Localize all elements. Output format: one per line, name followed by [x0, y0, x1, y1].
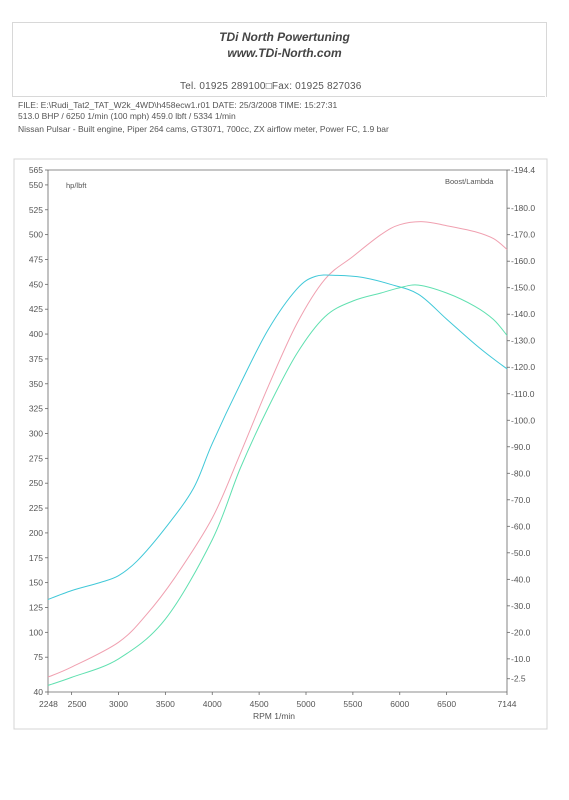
- right-tick-label-10: -90.0: [511, 442, 531, 452]
- x-tick-label-1: 2500: [68, 699, 87, 709]
- right-tick-label-14: -50.0: [511, 548, 531, 558]
- left-tick-label-18: 125: [29, 602, 43, 612]
- series-line-0: [47, 221, 508, 678]
- left-tick-label-0: 565: [29, 165, 43, 175]
- left-tick-label-5: 450: [29, 279, 43, 289]
- right-tick-label-16: -30.0: [511, 601, 531, 611]
- series-line-2: [47, 284, 508, 686]
- right-tick-label-17: -20.0: [511, 627, 531, 637]
- company-website: www.TDi-North.com: [227, 46, 342, 60]
- right-tick-label-12: -70.0: [511, 495, 531, 505]
- x-tick-label-0: 2248: [39, 699, 58, 709]
- x-tick-label-8: 6000: [390, 699, 409, 709]
- x-tick-label-9: 6500: [437, 699, 456, 709]
- x-axis-ticks: 2248 2500 3000 3500 4000 4500 5000 5500 6000 6500…: [39, 692, 517, 709]
- right-tick-label-0: -194.4: [511, 165, 535, 175]
- left-tick-label-20: 75: [34, 652, 44, 662]
- left-tick-label-3: 500: [29, 230, 43, 240]
- right-axis-ticks: -194.4 -180.0 -170.0 -160.0 -150.0 -140.0 -130…: [507, 165, 535, 684]
- left-axis-ticks: 565 550 525 500 475 450 425 400 375 350 325 300 275 2…: [29, 165, 48, 697]
- run-peak-values: 513.0 BHP / 6250 1/min (100 mph) 459.0 l…: [18, 111, 236, 121]
- left-tick-label-10: 325: [29, 404, 43, 414]
- right-tick-label-4: -150.0: [511, 283, 535, 293]
- x-tick-label-3: 3500: [156, 699, 175, 709]
- left-tick-label-21: 40: [34, 687, 44, 697]
- x-tick-label-4: 4000: [203, 699, 222, 709]
- contact-phone-fax: Tel. 01925 289100□Fax: 01925 827036: [180, 81, 362, 92]
- company-name: TDi North Powertuning: [219, 30, 350, 44]
- chart-frame: [13, 158, 548, 730]
- left-tick-label-12: 275: [29, 453, 43, 463]
- right-axis-title: Boost/Lambda: [445, 177, 494, 186]
- left-tick-label-9: 350: [29, 379, 43, 389]
- left-tick-label-14: 225: [29, 503, 43, 513]
- right-tick-label-1: -180.0: [511, 203, 535, 213]
- report-header-frame: [12, 22, 547, 97]
- right-tick-label-5: -140.0: [511, 309, 535, 319]
- series-lines: [47, 221, 508, 686]
- left-tick-label-8: 375: [29, 354, 43, 364]
- left-tick-label-19: 100: [29, 627, 43, 637]
- x-tick-label-10: 7144: [498, 699, 517, 709]
- right-tick-label-15: -40.0: [511, 574, 531, 584]
- left-tick-label-4: 475: [29, 254, 43, 264]
- right-tick-label-9: -100.0: [511, 415, 535, 425]
- right-tick-label-18: -10.0: [511, 654, 531, 664]
- left-tick-label-13: 250: [29, 478, 43, 488]
- left-tick-label-2: 525: [29, 205, 43, 215]
- left-tick-label-15: 200: [29, 528, 43, 538]
- x-axis-title: RPM 1/min: [253, 711, 295, 721]
- right-tick-label-19: -2.5: [511, 674, 526, 684]
- left-tick-label-11: 300: [29, 428, 43, 438]
- left-axis-title: hp/lbft: [66, 181, 87, 190]
- right-tick-label-7: -120.0: [511, 362, 535, 372]
- left-tick-label-16: 175: [29, 553, 43, 563]
- x-tick-label-5: 4500: [250, 699, 269, 709]
- x-tick-label-2: 3000: [109, 699, 128, 709]
- run-file-info: FILE: E:\Rudi_Tat2_TAT_W2k_4WD\h458ecw1.…: [18, 100, 338, 110]
- left-tick-label-17: 150: [29, 578, 43, 588]
- x-tick-label-7: 5500: [343, 699, 362, 709]
- right-tick-label-6: -130.0: [511, 336, 535, 346]
- x-tick-label-6: 5000: [297, 699, 316, 709]
- right-tick-label-2: -170.0: [511, 230, 535, 240]
- run-vehicle-description: Nissan Pulsar - Built engine, Piper 264 …: [18, 124, 389, 134]
- right-tick-label-3: -160.0: [511, 256, 535, 266]
- run-info-frame: [12, 96, 545, 137]
- left-tick-label-1: 550: [29, 180, 43, 190]
- left-tick-label-7: 400: [29, 329, 43, 339]
- series-line-1: [47, 274, 508, 600]
- left-tick-label-6: 425: [29, 304, 43, 314]
- right-tick-label-13: -60.0: [511, 521, 531, 531]
- right-tick-label-11: -80.0: [511, 468, 531, 478]
- right-tick-label-8: -110.0: [511, 389, 535, 399]
